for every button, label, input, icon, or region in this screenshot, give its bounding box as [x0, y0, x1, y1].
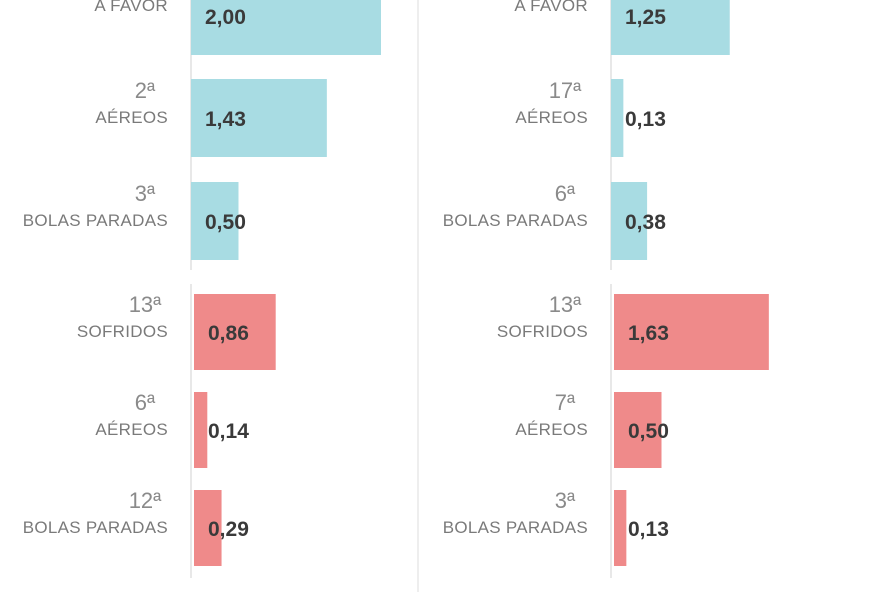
rank-label: 3ª [135, 181, 156, 206]
rank-label: 2ª [135, 78, 156, 103]
value-label: 0,13 [625, 108, 666, 131]
value-label: 2,00 [205, 6, 246, 29]
value-label: 0,13 [628, 518, 669, 541]
value-label: 0,38 [625, 211, 666, 234]
category-label: A FAVOR [94, 0, 168, 15]
category-label: AÉREOS [95, 420, 168, 439]
category-label: AÉREOS [515, 420, 588, 439]
category-label: AÉREOS [515, 108, 588, 127]
value-label: 0,29 [208, 518, 249, 541]
bar-against [194, 490, 222, 566]
category-label: BOLAS PARADAS [443, 211, 588, 230]
category-label: AÉREOS [95, 108, 168, 127]
bar-for [191, 182, 239, 260]
bar-against [194, 392, 208, 468]
rank-label: 3ª [555, 488, 576, 513]
category-label: BOLAS PARADAS [443, 518, 588, 537]
category-label: SOFRIDOS [497, 322, 588, 341]
rank-label: 17ª [549, 78, 582, 103]
rank-label: 12ª [129, 488, 162, 513]
bar-for [611, 79, 624, 157]
bar-against [614, 490, 627, 566]
value-label: 1,63 [628, 322, 669, 345]
value-label: 0,50 [628, 420, 669, 443]
rank-label: 7ª [555, 390, 576, 415]
category-label: SOFRIDOS [77, 322, 168, 341]
bar-against [614, 392, 662, 468]
category-label: BOLAS PARADAS [23, 518, 168, 537]
bar-against [614, 294, 769, 370]
rank-label: 6ª [555, 181, 576, 206]
value-label: 1,25 [625, 6, 666, 29]
rank-label: 13ª [549, 292, 582, 317]
bar-for [611, 182, 648, 260]
bar-against [194, 294, 276, 370]
bar-for [611, 0, 730, 55]
value-label: 0,14 [208, 420, 249, 443]
value-label: 1,43 [205, 108, 246, 131]
category-label: A FAVOR [514, 0, 588, 15]
bar-for [191, 0, 381, 55]
value-label: 0,50 [205, 211, 246, 234]
category-label: BOLAS PARADAS [23, 211, 168, 230]
rank-label: 13ª [129, 292, 162, 317]
value-label: 0,86 [208, 322, 249, 345]
bar-for [191, 79, 327, 157]
rank-label: 6ª [135, 390, 156, 415]
